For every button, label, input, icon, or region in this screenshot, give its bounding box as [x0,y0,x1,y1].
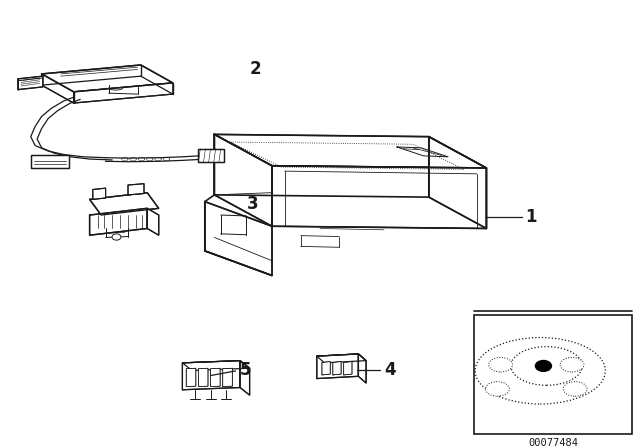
Polygon shape [182,361,250,370]
Polygon shape [31,155,69,168]
Polygon shape [358,354,366,383]
Polygon shape [317,354,358,379]
Polygon shape [214,134,272,226]
Circle shape [534,360,552,372]
Polygon shape [333,362,341,375]
Polygon shape [74,83,173,103]
Polygon shape [198,368,208,387]
Polygon shape [128,184,144,195]
Polygon shape [429,137,486,228]
Ellipse shape [489,358,513,372]
Polygon shape [322,362,330,375]
Polygon shape [223,368,232,387]
Polygon shape [42,74,74,103]
Polygon shape [344,362,352,375]
Polygon shape [93,188,106,199]
Text: 5: 5 [240,361,252,379]
Polygon shape [317,354,366,363]
Text: 1: 1 [525,208,536,226]
Ellipse shape [560,358,584,372]
Circle shape [112,234,121,240]
Polygon shape [90,208,147,235]
Polygon shape [147,208,159,235]
Polygon shape [18,76,43,90]
Polygon shape [272,166,486,228]
Polygon shape [42,65,173,92]
Polygon shape [214,134,486,168]
Ellipse shape [486,382,509,396]
Bar [474,315,632,434]
Polygon shape [186,368,196,387]
Ellipse shape [475,337,605,404]
Ellipse shape [563,382,587,396]
Polygon shape [90,193,159,215]
Text: 3: 3 [246,195,258,213]
Polygon shape [211,368,220,387]
Polygon shape [182,361,240,390]
Text: 00077484: 00077484 [528,438,578,448]
Polygon shape [240,361,250,395]
Text: 4: 4 [384,361,396,379]
Polygon shape [198,149,224,162]
Polygon shape [205,202,272,276]
Text: 2: 2 [250,60,261,78]
Ellipse shape [511,347,582,385]
